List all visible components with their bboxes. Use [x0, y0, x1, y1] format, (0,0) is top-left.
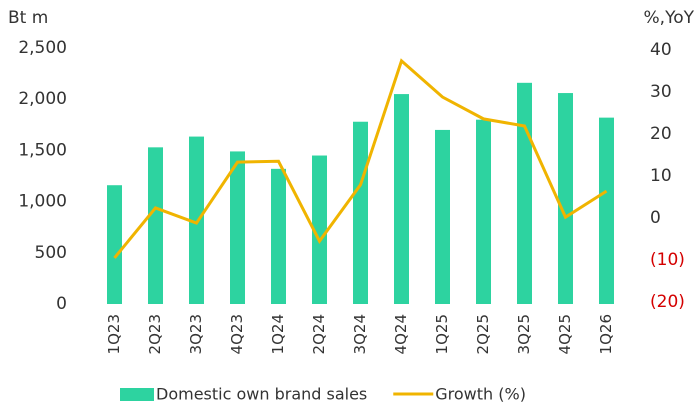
x-tick-label: 3Q24 — [351, 314, 369, 354]
x-tick-label: 1Q23 — [105, 314, 123, 354]
x-tick-label: 1Q24 — [269, 314, 287, 354]
x-tick-label: 2Q24 — [310, 314, 328, 354]
x-tick-label: 2Q23 — [146, 314, 164, 354]
bar — [394, 94, 409, 304]
x-tick-label: 3Q25 — [515, 314, 533, 354]
y-tick-label: 2,000 — [18, 89, 67, 109]
y2-tick-label: 20 — [650, 124, 672, 144]
legend-label: Growth (%) — [435, 385, 526, 404]
x-tick-label: 4Q24 — [392, 314, 410, 354]
x-tick-label: 1Q25 — [433, 314, 451, 354]
x-tick-label: 3Q23 — [187, 314, 205, 354]
bar — [271, 168, 286, 304]
y2-tick-label: (10) — [650, 250, 685, 270]
y2-tick-label: 0 — [650, 208, 661, 228]
y2-tick-label: 10 — [650, 166, 672, 186]
y2-tick-label: (20) — [650, 292, 685, 312]
y-tick-label: 2,500 — [18, 38, 67, 58]
y2-axis-label: %,YoY — [644, 8, 695, 28]
bar — [148, 147, 163, 304]
y-tick-label: 1,000 — [18, 192, 67, 212]
line — [113, 58, 608, 259]
y-tick-label: 500 — [35, 243, 67, 263]
bar — [558, 93, 573, 304]
y-tick-label: 0 — [56, 294, 67, 314]
y-tick-label: 1,500 — [18, 140, 67, 160]
bar — [107, 185, 122, 304]
x-tick-label: 2Q25 — [474, 314, 492, 354]
bar — [312, 155, 327, 304]
bar — [230, 151, 245, 304]
bar — [353, 121, 368, 304]
x-tick-label: 4Q23 — [228, 314, 246, 354]
bar — [517, 82, 532, 304]
x-tick-label: 1Q26 — [597, 314, 615, 354]
x-tick-label: 4Q25 — [556, 314, 574, 354]
bar — [189, 136, 204, 304]
legend-swatch — [120, 388, 154, 401]
y2-tick-label: 40 — [650, 40, 672, 60]
bar — [599, 117, 614, 304]
bar — [435, 129, 450, 304]
legend-label: Domestic own brand sales — [156, 385, 367, 404]
bar — [476, 119, 491, 305]
y2-tick-label: 30 — [650, 82, 672, 102]
y-axis-label: Bt m — [8, 8, 48, 28]
